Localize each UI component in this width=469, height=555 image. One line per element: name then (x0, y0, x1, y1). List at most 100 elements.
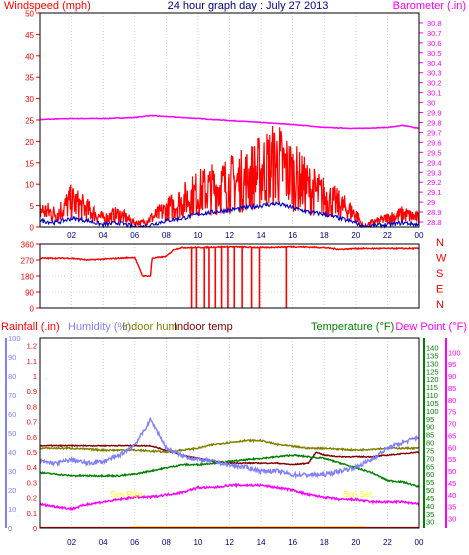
humidity-tick-label: 30 (8, 467, 16, 476)
temperature-tick-label: 100 (426, 407, 439, 416)
rainfall-axis-label: Rainfall (.in) (1, 321, 60, 333)
dew-point-tick-label: 65 (448, 431, 456, 440)
wind-baro-x-tick-label: 06 (130, 231, 139, 240)
sunrise-label: Sun Rise (110, 490, 143, 499)
indoor_temp-line (39, 444, 420, 466)
sunset-label: Sun Set (343, 490, 372, 499)
wind-baro-x-tick-label: 16 (288, 231, 297, 240)
direction-tick-label: 360 (21, 241, 35, 250)
barometer-tick-label: 30.5 (427, 49, 442, 58)
compass-label: E (436, 284, 443, 296)
dew-point-axis-label: Dew Point (°F) (395, 321, 467, 333)
dew-point-tick-label: 90 (448, 372, 456, 381)
barometer-tick-label: 30.7 (427, 29, 442, 38)
barometer-tick-label: 29.1 (427, 188, 442, 197)
wind-baro-x-tick-label: 18 (320, 231, 329, 240)
wind-direction-degree-ticks: 0 90 180 270 360 (21, 241, 40, 314)
dew-point-tick-label: 100 (448, 348, 461, 357)
temperature-tick-label: 140 (426, 344, 439, 353)
temperature-tick-label: 50 (426, 486, 434, 495)
humidity-tick-label: 0 (8, 524, 12, 533)
rainfall-tick-label: 0.8 (27, 402, 37, 411)
rainfall-tick-label: 0.3 (27, 478, 37, 487)
direction-tick-label: 270 (21, 257, 35, 266)
temp-hum-x-tick-label: 12 (225, 538, 234, 547)
windspeed-axis-label: Windspeed (mph) (4, 0, 91, 12)
humidity-tick-label: 10 (8, 505, 16, 514)
barometer-line (39, 114, 420, 130)
barometer-tick-label: 29.6 (427, 138, 442, 147)
direction-tick-label: 90 (25, 289, 34, 298)
indoor-temp-label: Indoor temp (174, 321, 233, 333)
windspeed-tick-label: 40 (25, 52, 34, 61)
barometer-tick-label: 30.1 (427, 89, 442, 98)
barometer-tick-label: 30.2 (427, 79, 442, 88)
wind-direction-series (39, 245, 420, 308)
temp-hum-x-tick-label: 10 (193, 538, 202, 547)
windspeed-tick-label: 35 (25, 74, 34, 83)
temp-hum-x-tick-label: 14 (257, 538, 266, 547)
windspeed-ticks: 0 5 10 15 20 25 30 35 40 45 50 (25, 10, 40, 233)
humidity-tick-label: 90 (8, 353, 16, 362)
wind-baro-x-tick-label: 00 (415, 231, 424, 240)
temperature-tick-label: 60 (426, 470, 434, 479)
wind-baro-x-tick-label: 02 (67, 231, 76, 240)
windspeed-tick-label: 0 (30, 224, 35, 233)
rainfall-tick-label: 0.5 (27, 448, 37, 457)
rainfall-tick-label: 0.6 (27, 433, 37, 442)
compass-label: S (436, 268, 443, 280)
rainfall-tick-label: 0 (33, 524, 37, 533)
windspeed-tick-label: 30 (25, 95, 34, 104)
barometer-tick-label: 29.2 (427, 178, 442, 187)
dew-point-tick-label: 45 (448, 479, 456, 488)
humidity-tick-label: 50 (8, 429, 16, 438)
temp-hum-x-tick-label: 08 (162, 538, 171, 547)
temperature-tick-label: 55 (426, 478, 434, 487)
barometer-axis-label: Barometer (.in) (393, 0, 466, 12)
barometer-tick-label: 28.8 (427, 218, 442, 227)
dew-point-tick-label: 50 (448, 467, 456, 476)
barometer-tick-label: 28.9 (427, 208, 442, 217)
temperature-tick-label: 40 (426, 502, 434, 511)
wind-baro-plot-frame (39, 12, 420, 228)
barometer-tick-label: 30.8 (427, 19, 442, 28)
temp-hum-x-tick-label: 04 (99, 538, 108, 547)
barometer-tick-label: 29.9 (427, 109, 442, 118)
direction-tick-label: 180 (21, 273, 35, 282)
wind-baro-x-tick-label: 10 (193, 231, 202, 240)
temp-hum-axes: 0 0.1 0.2 0.3 0.4 0.5 0.6 0.7 0.8 0.9 1 1.1 1.2 0 10 20… (5, 334, 461, 533)
rainfall-tick-label: 0.4 (27, 463, 37, 472)
windspeed-tick-label: 20 (25, 138, 34, 147)
rainfall-tick-label: 0.1 (27, 509, 37, 518)
barometer-tick-label: 29.7 (427, 128, 442, 137)
dew-point-tick-label: 95 (448, 360, 456, 369)
temperature-tick-label: 110 (426, 391, 438, 400)
temperature-tick-label: 65 (426, 462, 434, 471)
barometer-tick-label: 30.6 (427, 39, 442, 48)
temperature-tick-label: 130 (426, 359, 439, 368)
rainfall-tick-label: 0.2 (27, 494, 37, 503)
rainfall-tick-label: 1 (33, 372, 37, 381)
dew-point-tick-label: 70 (448, 420, 456, 429)
compass-label: W (436, 253, 447, 265)
humidity-axis-label: Humidity (%) (68, 321, 131, 333)
wind-baro-x-tick-label: 12 (225, 231, 234, 240)
temp-hum-x-tick-label: 18 (320, 538, 329, 547)
temp-hum-x-tick-label: 22 (383, 538, 392, 547)
windspeed-tick-label: 5 (30, 202, 35, 211)
temperature-axis-label: Temperature (°F) (311, 321, 394, 333)
temperature-tick-label: 95 (426, 415, 434, 424)
barometer-tick-label: 29.3 (427, 168, 442, 177)
humidity-tick-label: 20 (8, 486, 16, 495)
gust-line (39, 125, 420, 228)
windspeed-tick-label: 15 (25, 159, 34, 168)
rainfall-tick-label: 1.1 (27, 357, 37, 366)
dew-point-tick-label: 35 (448, 503, 456, 512)
barometer-tick-label: 30.3 (427, 69, 442, 78)
temp-hum-x-ticks: 02 04 06 08 10 12 14 16 18 20 22 00 (67, 538, 424, 547)
temp-hum-x-tick-label: 02 (67, 538, 76, 547)
dew-point-tick-label: 30 (448, 515, 456, 524)
